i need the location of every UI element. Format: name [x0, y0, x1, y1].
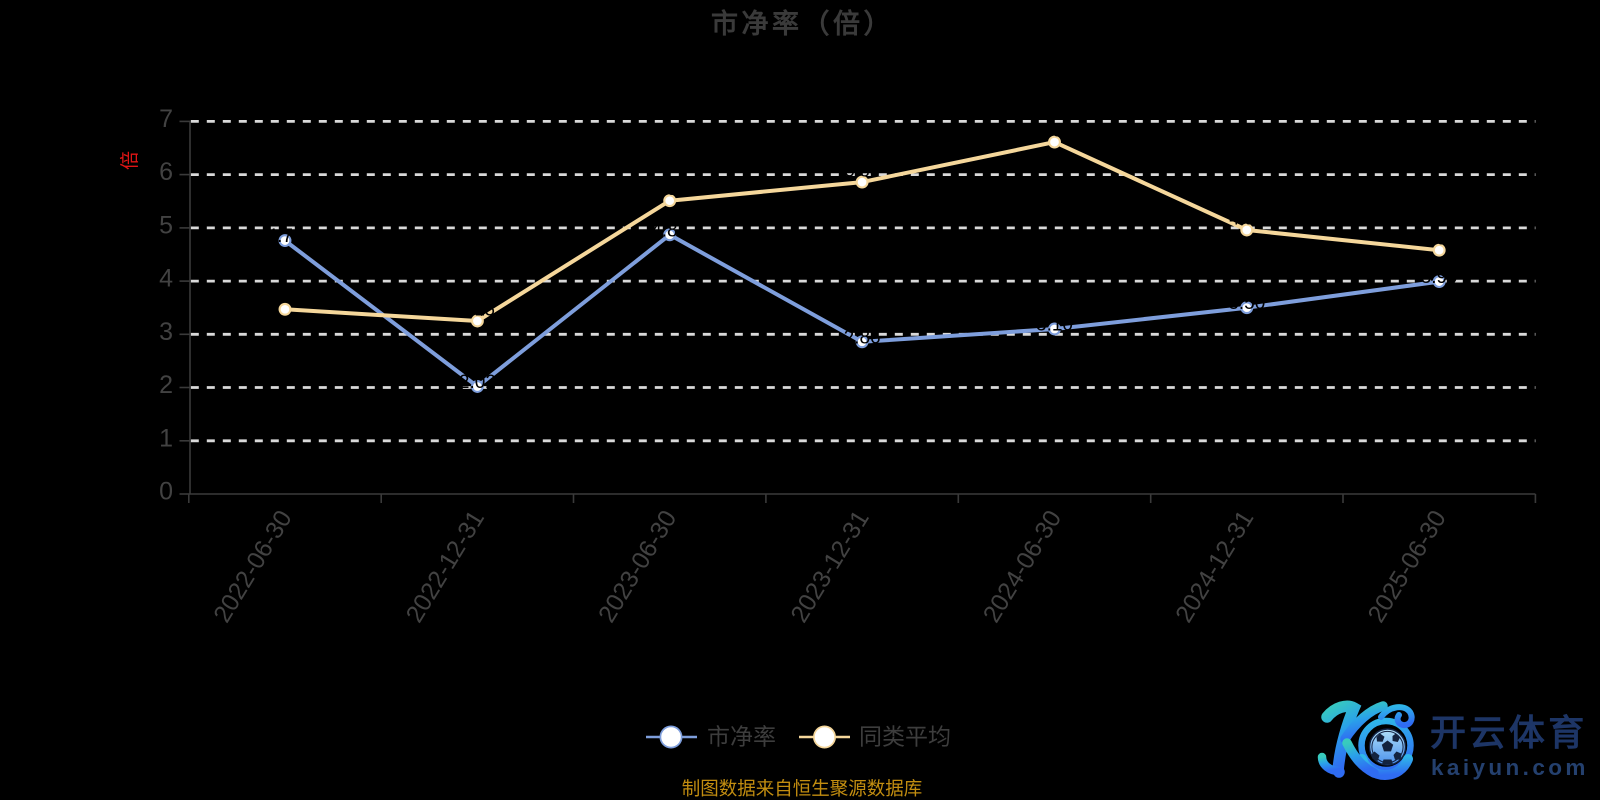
svg-text:3.47: 3.47 [267, 288, 302, 308]
svg-text:开云体育: 开云体育 [1430, 712, 1588, 753]
svg-text:3.99: 3.99 [1421, 267, 1458, 288]
svg-text:同类平均: 同类平均 [859, 724, 951, 750]
svg-text:市净率（倍）: 市净率（倍） [711, 8, 894, 39]
svg-text:4.96: 4.96 [1229, 209, 1264, 229]
svg-text:4.76: 4.76 [267, 226, 304, 247]
svg-text:3.10: 3.10 [1036, 315, 1073, 336]
svg-text:6.61: 6.61 [1037, 121, 1072, 141]
svg-text:5: 5 [159, 211, 173, 239]
svg-text:5.86: 5.86 [845, 161, 880, 181]
svg-text:4.58: 4.58 [1422, 229, 1457, 249]
svg-text:kaiyun.com: kaiyun.com [1431, 755, 1589, 780]
svg-text:2.86: 2.86 [844, 327, 881, 348]
svg-text:3.50: 3.50 [1228, 293, 1265, 314]
svg-text:6: 6 [159, 158, 173, 186]
svg-text:4: 4 [159, 265, 173, 293]
svg-text:2: 2 [159, 371, 173, 399]
svg-text:7: 7 [159, 105, 173, 133]
svg-text:倍: 倍 [119, 151, 141, 170]
svg-text:1: 1 [159, 424, 173, 452]
svg-text:市净率: 市净率 [707, 724, 776, 750]
svg-text:3: 3 [159, 318, 173, 346]
svg-text:2.02: 2.02 [459, 372, 496, 393]
svg-text:0: 0 [159, 478, 173, 506]
svg-text:制图数据来自恒生聚源数据库: 制图数据来自恒生聚源数据库 [682, 778, 923, 799]
svg-text:4.87: 4.87 [651, 220, 688, 241]
svg-text:5.51: 5.51 [652, 179, 687, 199]
svg-text:3.25: 3.25 [460, 300, 495, 320]
